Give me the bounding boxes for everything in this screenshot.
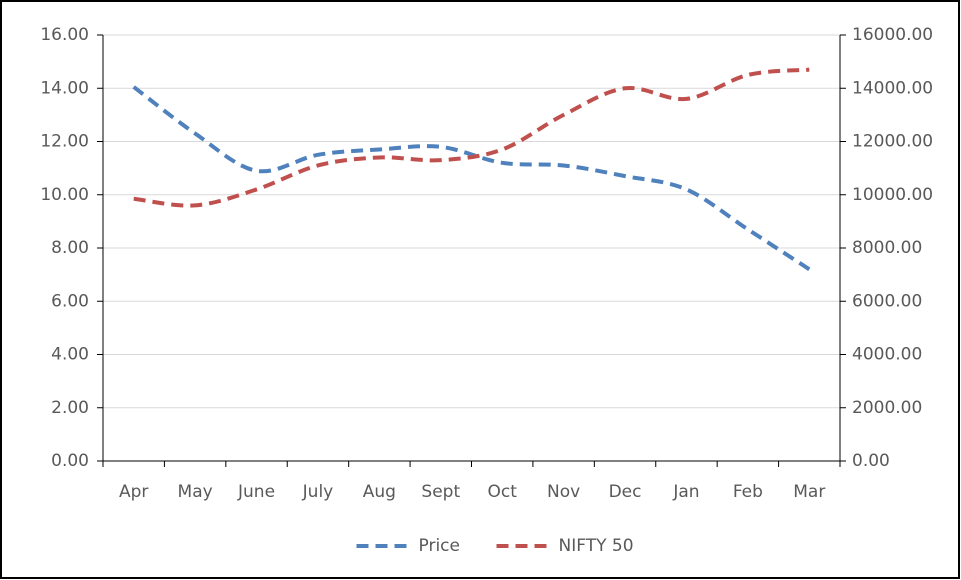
y2-tick-label: 16000.00 [852, 25, 933, 45]
y-tick-label: 6.00 [51, 291, 89, 311]
line-series [132, 85, 811, 271]
y-tick-label: 10.00 [40, 185, 89, 205]
y2-tick-label: 2000.00 [852, 398, 922, 418]
x-tick-label: Feb [733, 482, 763, 502]
y2-tick-label: 10000.00 [852, 185, 933, 205]
y-tick-label: 2.00 [51, 398, 89, 418]
y-tick-label: 4.00 [51, 345, 89, 365]
x-tick-label: July [302, 482, 334, 502]
x-tick-label: Oct [488, 482, 518, 502]
x-tick-label: Apr [119, 482, 148, 502]
x-tick-label: Dec [609, 482, 642, 502]
y2-tick-label: 6000.00 [852, 291, 922, 311]
x-tick-label: Jan [672, 482, 699, 502]
y-tick-label: 0.00 [51, 451, 89, 471]
legend-label: NIFTY 50 [559, 536, 634, 556]
y2-tick-label: 8000.00 [852, 238, 922, 258]
y2-tick-label: 12000.00 [852, 132, 933, 152]
x-tick-label: June [237, 482, 275, 502]
x-tick-label: May [178, 482, 213, 502]
y2-tick-label: 0.00 [852, 451, 890, 471]
y-tick-label: 14.00 [40, 78, 89, 98]
y2-tick-label: 14000.00 [852, 78, 933, 98]
x-tick-label: Nov [547, 482, 580, 502]
x-tick-label: Mar [793, 482, 825, 502]
y-tick-label: 12.00 [40, 132, 89, 152]
line-series [133, 67, 810, 208]
x-tick-label: Sept [421, 482, 460, 502]
x-tick-label: Aug [363, 482, 396, 502]
y2-tick-label: 4000.00 [852, 345, 922, 365]
y-tick-label: 8.00 [51, 238, 89, 258]
legend-label: Price [419, 536, 460, 556]
y-tick-label: 16.00 [40, 25, 89, 45]
